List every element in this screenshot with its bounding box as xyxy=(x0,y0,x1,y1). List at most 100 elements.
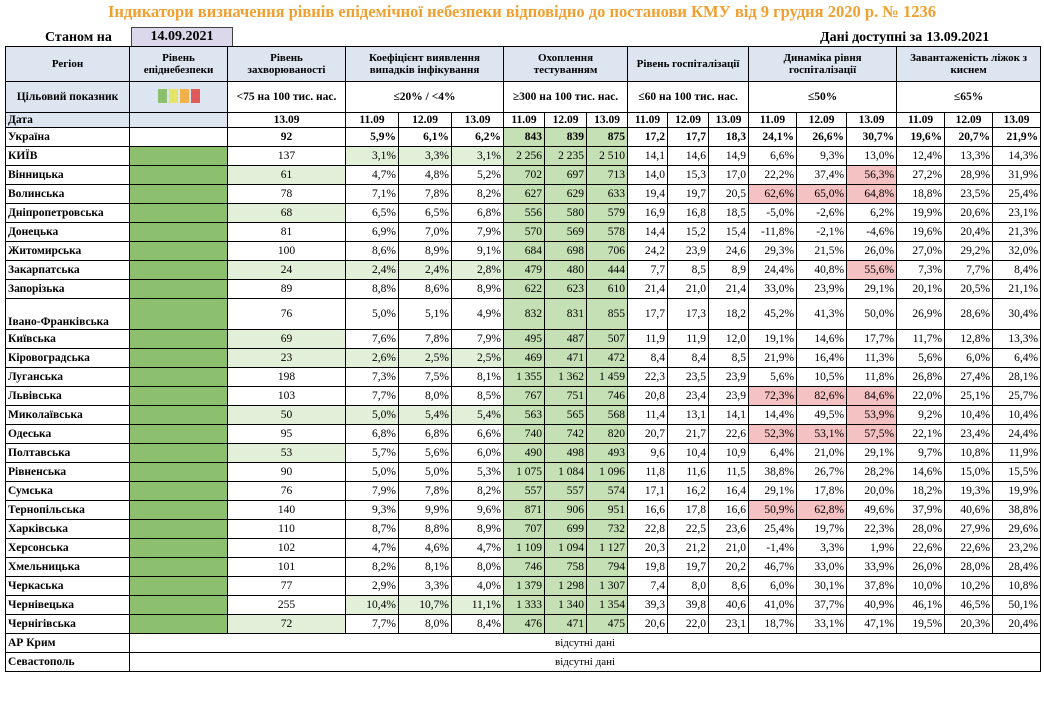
hosp-dynamics-cell: 23,9% xyxy=(796,279,848,299)
hospitalization-cell: 22,0 xyxy=(667,614,710,634)
region-cell: Миколаївська xyxy=(5,405,130,425)
oxygen-beds-cell: 18,8% xyxy=(896,184,946,204)
positivity-cell: 8,6% xyxy=(398,279,452,299)
testing-cell: 906 xyxy=(544,500,588,520)
hospitalization-cell: 15,2 xyxy=(667,222,710,242)
oxygen-beds-cell: 40,6% xyxy=(944,500,994,520)
testing-cell: 1 307 xyxy=(586,576,629,596)
oxygen-beds-cell: 31,9% xyxy=(992,165,1042,185)
table-row: Чернівецька 255 10,4% 10,7% 11,1% 1 333 1 340 1… xyxy=(5,595,1042,615)
incidence-cell: 255 xyxy=(227,595,346,615)
incidence-cell: 103 xyxy=(227,386,346,406)
oxygen-beds-cell: 9,2% xyxy=(896,405,946,425)
hospitalization-cell: 21,2 xyxy=(667,538,710,558)
hosp-dynamics-cell: 17,7% xyxy=(846,329,898,349)
positivity-cell: 9,9% xyxy=(398,500,452,520)
testing-cell: 832 xyxy=(503,298,546,330)
testing-cell: 1 354 xyxy=(586,595,629,615)
positivity-cell: 7,5% xyxy=(398,367,452,387)
hosp-dynamics-cell: 33,0% xyxy=(748,279,798,299)
region-cell: Тернопільська xyxy=(5,500,130,520)
testing-cell: 684 xyxy=(503,241,546,261)
region-cell: Севастополь xyxy=(5,652,130,672)
testing-cell: 758 xyxy=(544,557,588,577)
hosp-dynamics-cell: 72,3% xyxy=(748,386,798,406)
hospitalization-cell: 19,4 xyxy=(627,184,669,204)
testing-cell: 767 xyxy=(503,386,546,406)
positivity-cell: 8,9% xyxy=(398,241,452,261)
incidence-cell: 92 xyxy=(227,127,346,147)
date-cell: 12.09 xyxy=(796,112,848,128)
date-cell: 12.09 xyxy=(544,112,588,128)
hospitalization-cell: 21,4 xyxy=(627,279,669,299)
as-of-label: Станом на xyxy=(45,30,112,45)
table-row: Дніпропетровська 68 6,5% 6,5% 6,8% 556 580 579 1… xyxy=(5,203,1042,223)
hospitalization-cell: 8,9 xyxy=(708,260,750,280)
hospitalization-cell: 8,5 xyxy=(667,260,710,280)
incidence-cell: 76 xyxy=(227,298,346,330)
positivity-cell: 8,2% xyxy=(450,481,505,501)
hosp-dynamics-cell: 1,9% xyxy=(846,538,898,558)
level-swatch xyxy=(168,88,178,103)
danger-level-cell xyxy=(129,367,228,387)
positivity-cell: 11,1% xyxy=(450,595,505,615)
positivity-cell: 8,1% xyxy=(450,367,505,387)
positivity-cell: 8,8% xyxy=(398,519,452,539)
hospitalization-cell: 11,9 xyxy=(627,329,669,349)
hospitalization-cell: 14,1 xyxy=(708,405,750,425)
oxygen-beds-cell: 22,0% xyxy=(896,386,946,406)
oxygen-beds-cell: 20,5% xyxy=(944,279,994,299)
header-incidence: Рівень захворюваності xyxy=(227,46,346,82)
date-cell: 11.09 xyxy=(896,112,946,128)
region-cell: Луганська xyxy=(5,367,130,387)
hosp-dynamics-cell: 29,3% xyxy=(748,241,798,261)
date-cell: 12.09 xyxy=(944,112,994,128)
testing-cell: 746 xyxy=(586,386,629,406)
oxygen-beds-cell: 28,0% xyxy=(944,557,994,577)
hospitalization-cell: 23,9 xyxy=(667,241,710,261)
testing-cell: 469 xyxy=(503,348,546,368)
testing-cell: 444 xyxy=(586,260,629,280)
table-row: Донецька 81 6,9% 7,0% 7,9% 570 569 578 14,4 15,2 1… xyxy=(5,222,1042,242)
oxygen-beds-cell: 28,6% xyxy=(944,298,994,330)
oxygen-beds-cell: 20,4% xyxy=(944,222,994,242)
target-hospitalization: ≤60 на 100 тис. нас. xyxy=(627,81,750,113)
hospitalization-cell: 17,7 xyxy=(627,298,669,330)
testing-cell: 565 xyxy=(544,405,588,425)
testing-cell: 1 084 xyxy=(544,462,588,482)
date-label: Дата xyxy=(5,112,130,128)
testing-cell: 472 xyxy=(586,348,629,368)
oxygen-beds-cell: 19,9% xyxy=(992,481,1042,501)
table-row: Сумська 76 7,9% 7,8% 8,2% 557 557 574 17,1 16,2 16… xyxy=(5,481,1042,501)
hosp-dynamics-cell: 9,3% xyxy=(796,146,848,166)
positivity-cell: 6,5% xyxy=(398,203,452,223)
testing-cell: 702 xyxy=(503,165,546,185)
incidence-cell: 78 xyxy=(227,184,346,204)
hospitalization-cell: 16,2 xyxy=(667,481,710,501)
positivity-cell: 7,6% xyxy=(345,329,399,349)
incidence-cell: 110 xyxy=(227,519,346,539)
hosp-dynamics-cell: 18,7% xyxy=(748,614,798,634)
positivity-cell: 5,6% xyxy=(398,443,452,463)
positivity-cell: 9,3% xyxy=(345,500,399,520)
hospitalization-cell: 17,2 xyxy=(627,127,669,147)
date-cell: 13.09 xyxy=(992,112,1042,128)
table-row: Одеська 95 6,8% 6,8% 6,6% 740 742 820 20,7 21,7 22… xyxy=(5,424,1042,444)
hosp-dynamics-cell: 62,8% xyxy=(796,500,848,520)
hospitalization-cell: 39,3 xyxy=(627,595,669,615)
oxygen-beds-cell: 38,8% xyxy=(992,500,1042,520)
positivity-cell: 2,8% xyxy=(450,260,505,280)
oxygen-beds-cell: 10,2% xyxy=(944,576,994,596)
testing-cell: 629 xyxy=(544,184,588,204)
missing-data-note: відсутні дані xyxy=(128,652,1042,672)
hosp-dynamics-cell: 25,4% xyxy=(748,519,798,539)
danger-level-cell xyxy=(129,614,228,634)
hosp-dynamics-cell: 33,9% xyxy=(846,557,898,577)
hospitalization-cell: 14,9 xyxy=(708,146,750,166)
hosp-dynamics-cell: 29,1% xyxy=(846,443,898,463)
hosp-dynamics-cell: 26,0% xyxy=(846,241,898,261)
hosp-dynamics-cell: 40,8% xyxy=(796,260,848,280)
hosp-dynamics-cell: 82,6% xyxy=(796,386,848,406)
testing-cell: 831 xyxy=(544,298,588,330)
oxygen-beds-cell: 25,4% xyxy=(992,184,1042,204)
